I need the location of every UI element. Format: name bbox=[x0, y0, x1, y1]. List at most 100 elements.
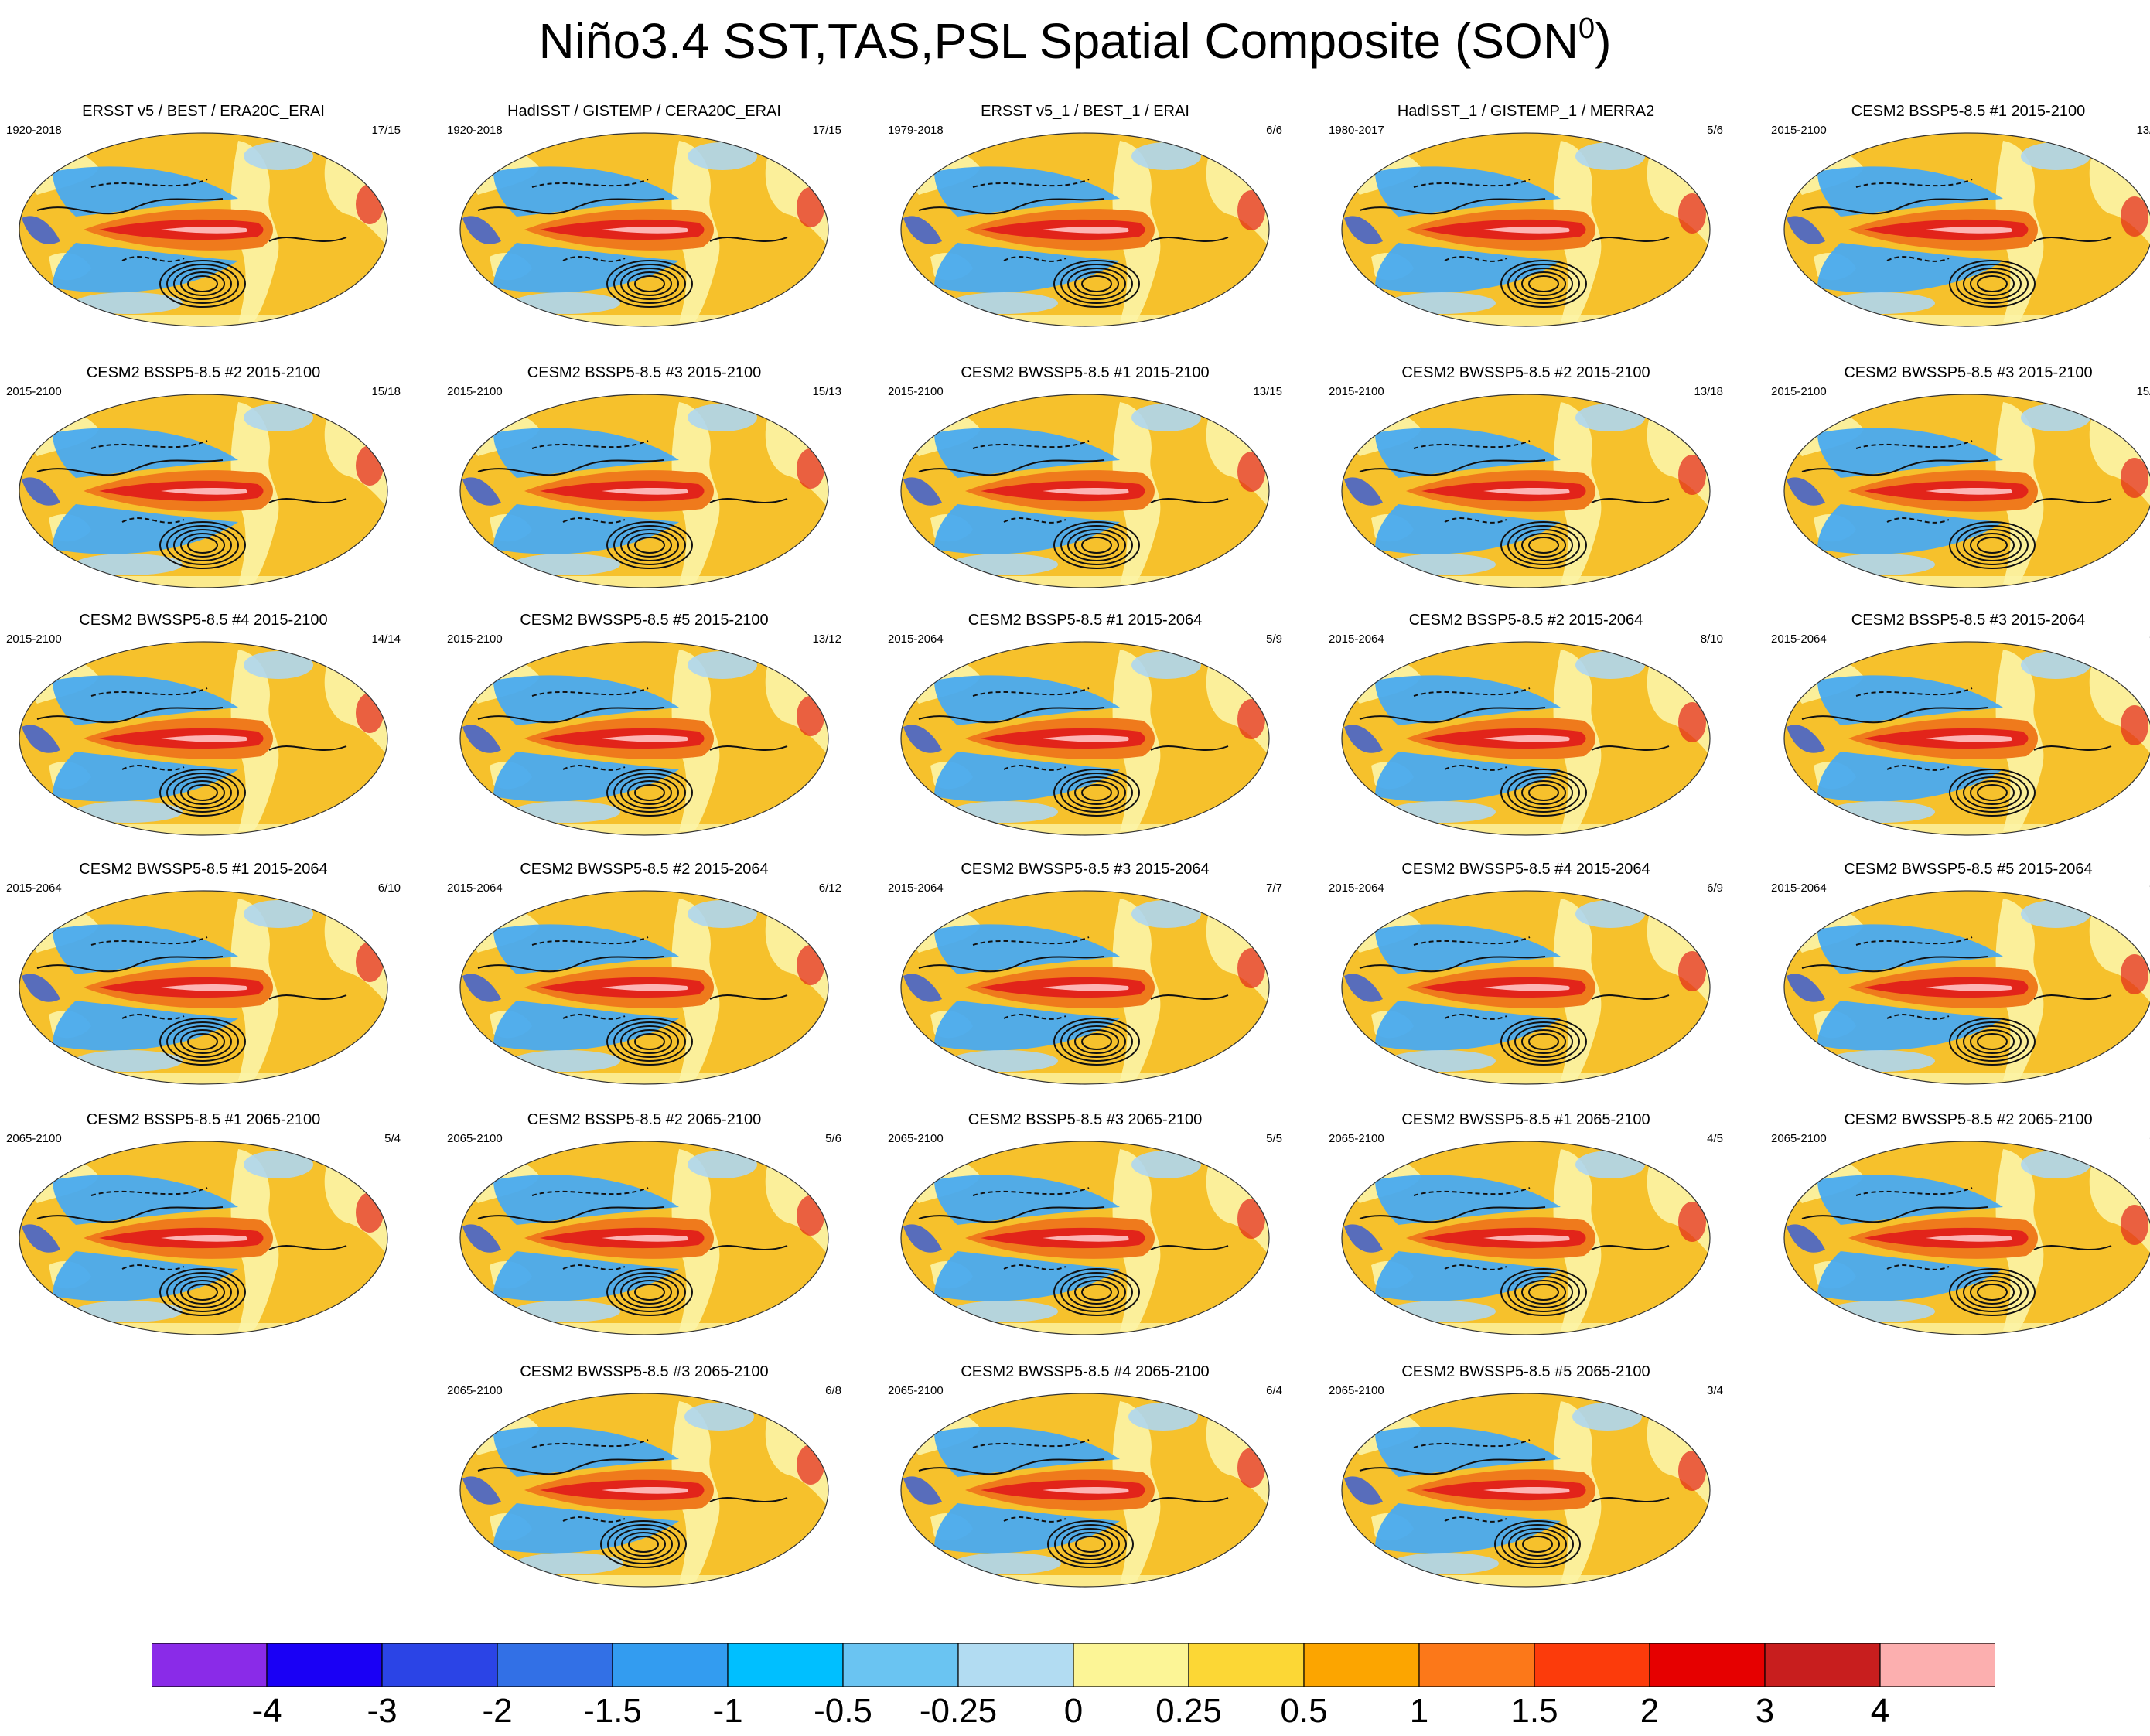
panel-period: 2015-2100 bbox=[1771, 385, 1827, 398]
panel-event-count: 5/6 bbox=[825, 1132, 841, 1145]
colorbar-tick-label: 1 bbox=[1409, 1692, 1429, 1730]
panel-event-count: 17/15 bbox=[812, 124, 841, 137]
cool-anomaly-atlantic bbox=[1131, 900, 1201, 928]
land-antarctica bbox=[1784, 315, 2150, 326]
cool-anomaly-atlantic bbox=[1575, 404, 1645, 431]
psl-contour-high bbox=[187, 1284, 218, 1301]
land-antarctica bbox=[19, 824, 387, 835]
cool-anomaly-maritime bbox=[1344, 1224, 1383, 1253]
panel-period: 2015-2100 bbox=[447, 633, 503, 646]
cool-anomaly-south bbox=[53, 1001, 238, 1051]
psl-contour-dashed bbox=[121, 1264, 185, 1270]
psl-contour-high bbox=[1500, 521, 1587, 569]
psl-contour-high bbox=[1075, 1536, 1106, 1553]
psl-contour-high bbox=[1053, 260, 1140, 308]
colorbar-tick-label: -0.5 bbox=[814, 1692, 872, 1730]
composite-map bbox=[900, 641, 1270, 836]
composite-map bbox=[19, 394, 388, 588]
composite-map bbox=[19, 890, 388, 1085]
psl-contour-high bbox=[1528, 1284, 1559, 1301]
panel-event-count: 15/18 bbox=[371, 385, 401, 398]
psl-contour-dashed bbox=[531, 440, 649, 449]
panel-title: CESM2 BSSP5-8.5 #3 2015-2100 bbox=[527, 364, 762, 381]
psl-contour-high bbox=[166, 1272, 239, 1312]
psl-contour-dashed bbox=[1413, 1439, 1531, 1448]
map-border bbox=[459, 1393, 829, 1588]
psl-contour-high bbox=[1963, 1276, 2022, 1308]
map-border bbox=[900, 132, 1270, 327]
psl-contour-high bbox=[620, 1276, 679, 1308]
cool-anomaly-north bbox=[1375, 166, 1561, 217]
psl-contour-high bbox=[1067, 1025, 1126, 1058]
psl-contour-high bbox=[1081, 1033, 1112, 1050]
panel-title: CESM2 BWSSP5-8.5 #2 2065-2100 bbox=[1844, 1111, 2093, 1128]
map-border bbox=[19, 1141, 388, 1335]
panel-event-count: 7/7 bbox=[1266, 882, 1282, 895]
cool-anomaly-southern-ocean bbox=[74, 1050, 183, 1072]
psl-contour-high bbox=[159, 521, 246, 569]
psl-contour-dashed bbox=[1003, 1516, 1066, 1523]
warm-anomaly-africa bbox=[797, 945, 824, 985]
psl-contour-line bbox=[477, 1206, 664, 1223]
psl-contour-line bbox=[1150, 745, 1229, 751]
panel-title: CESM2 BWSSP5-8.5 #2 2015-2100 bbox=[1401, 364, 1650, 381]
panel-period: 2015-2064 bbox=[1771, 633, 1827, 646]
psl-contour-high bbox=[1081, 275, 1112, 292]
psl-contour-high bbox=[1949, 260, 2036, 308]
psl-contour-high bbox=[1053, 1018, 1140, 1066]
cool-anomaly-atlantic bbox=[1131, 142, 1201, 170]
psl-contour-dashed bbox=[531, 1187, 649, 1196]
map-panel: ERSST v5_1 / BEST_1 / ERAI 1979-2018 6/6 bbox=[888, 102, 1282, 334]
composite-map bbox=[1341, 394, 1711, 588]
panel-period: 2065-2100 bbox=[888, 1384, 944, 1397]
map-border bbox=[900, 1393, 1270, 1588]
psl-contour-high bbox=[1521, 1280, 1566, 1305]
cool-anomaly-southern-ocean bbox=[512, 1301, 620, 1322]
composite-map bbox=[900, 1141, 1270, 1335]
psl-contour-line bbox=[1801, 1206, 1988, 1223]
panel-period: 2015-2064 bbox=[888, 633, 944, 646]
map-border bbox=[1341, 394, 1711, 588]
panel-period: 2015-2100 bbox=[6, 385, 62, 398]
cool-anomaly-south bbox=[493, 1251, 679, 1301]
cool-anomaly-north bbox=[53, 1175, 238, 1225]
map-border bbox=[19, 641, 388, 836]
psl-contour-dashed bbox=[972, 1439, 1090, 1448]
composite-map bbox=[1341, 132, 1711, 327]
cool-anomaly-atlantic bbox=[2021, 404, 2090, 431]
psl-contour-dashed bbox=[1886, 765, 1950, 771]
map-border bbox=[459, 641, 829, 836]
map-panel: CESM2 BWSSP5-8.5 #4 2015-2100 2015-2100 14… bbox=[6, 611, 401, 843]
panel-title: CESM2 BWSSP5-8.5 #3 2065-2100 bbox=[520, 1363, 769, 1380]
cool-anomaly-atlantic bbox=[1131, 651, 1201, 679]
cool-anomaly-southern-ocean bbox=[1827, 801, 1935, 823]
panel-title: CESM2 BSSP5-8.5 #2 2015-2064 bbox=[1408, 612, 1643, 629]
psl-contour-high bbox=[614, 1528, 673, 1560]
warm-tongue-peak bbox=[1043, 487, 1129, 495]
psl-contour-high bbox=[613, 525, 686, 565]
psl-contour-high bbox=[634, 537, 665, 554]
psl-contour-high bbox=[1081, 784, 1112, 801]
psl-contour-line bbox=[709, 994, 788, 1000]
cool-anomaly-atlantic bbox=[1131, 404, 1201, 431]
composite-map bbox=[459, 132, 829, 327]
psl-contour-high bbox=[620, 268, 679, 300]
map-panel: CESM2 BSSP5-8.5 #1 2065-2100 2065-2100 5/4 bbox=[6, 1110, 401, 1342]
psl-contour-high bbox=[187, 537, 218, 554]
panel-title: ERSST v5_1 / BEST_1 / ERAI bbox=[981, 103, 1189, 120]
cool-anomaly-maritime bbox=[22, 1224, 60, 1253]
psl-contour-dashed bbox=[562, 1516, 626, 1523]
cool-anomaly-north bbox=[1375, 1175, 1561, 1225]
psl-contour-high bbox=[1053, 1268, 1140, 1316]
psl-contour-high bbox=[627, 1280, 672, 1305]
map-panel: CESM2 BWSSP5-8.5 #4 2065-2100 2065-2100 6/… bbox=[888, 1363, 1282, 1594]
psl-contour-high bbox=[1515, 1532, 1560, 1557]
cool-anomaly-north bbox=[1375, 924, 1561, 974]
map-panel: CESM2 BWSSP5-8.5 #4 2015-2064 2015-2064 6/… bbox=[1329, 860, 1723, 1092]
psl-contour-dashed bbox=[90, 1187, 208, 1196]
warm-anomaly-africa bbox=[1678, 193, 1706, 234]
panel-title: CESM2 BWSSP5-8.5 #2 2015-2064 bbox=[520, 861, 769, 878]
psl-contour-dashed bbox=[90, 179, 208, 188]
warm-anomaly-africa bbox=[797, 1444, 824, 1485]
warm-anomaly-africa bbox=[356, 942, 384, 982]
